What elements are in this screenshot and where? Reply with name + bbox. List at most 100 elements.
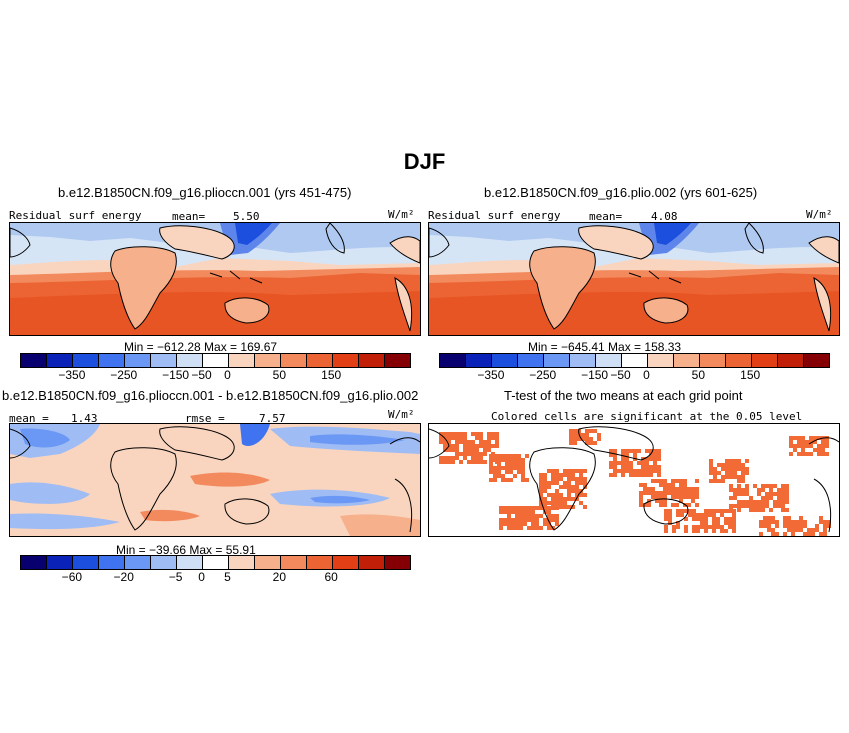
significant-cell xyxy=(567,485,571,489)
significant-cell xyxy=(451,444,455,448)
significant-cell xyxy=(672,525,676,529)
significant-cell xyxy=(503,522,507,526)
significant-cell xyxy=(579,493,583,497)
significant-cell xyxy=(499,526,503,530)
significant-cell xyxy=(617,461,621,465)
significant-cell xyxy=(589,429,593,433)
significant-cell xyxy=(517,458,521,462)
panel2-colorbar-swatch xyxy=(543,354,569,367)
significant-cell xyxy=(720,509,724,513)
significant-cell xyxy=(583,477,587,481)
significant-cell xyxy=(447,460,451,464)
significant-cell xyxy=(579,469,583,473)
significant-cell xyxy=(691,499,695,503)
significant-cell xyxy=(732,513,736,517)
significant-cell xyxy=(527,526,531,530)
significant-cell xyxy=(819,516,823,520)
significant-cell xyxy=(475,460,479,464)
significant-cell xyxy=(535,526,539,530)
significant-cell xyxy=(757,500,761,504)
panel2-colorbar-swatch xyxy=(699,354,725,367)
significant-cell xyxy=(551,481,555,485)
significant-cell xyxy=(479,436,483,440)
significant-cell xyxy=(447,448,451,452)
significant-cell xyxy=(511,522,515,526)
significant-cell xyxy=(517,454,521,458)
significant-cell xyxy=(653,469,657,473)
significant-cell xyxy=(704,513,708,517)
significant-cell xyxy=(563,481,567,485)
significant-cell xyxy=(696,525,700,529)
significant-cell xyxy=(680,509,684,513)
significant-cell xyxy=(515,526,519,530)
panel2-field-label: Residual surf energy xyxy=(428,209,561,222)
significant-cell xyxy=(825,444,829,448)
significant-cell xyxy=(571,473,575,477)
significant-cell xyxy=(827,524,831,528)
significant-cell xyxy=(663,503,667,507)
significant-cell xyxy=(475,436,479,440)
significant-cell xyxy=(675,503,679,507)
significant-cell xyxy=(807,532,811,536)
significant-cell xyxy=(797,452,801,456)
significant-cell xyxy=(563,469,567,473)
significant-cell xyxy=(799,528,803,532)
significant-cell xyxy=(555,522,559,526)
significant-cell xyxy=(559,497,563,501)
panel3-colorbar-swatch xyxy=(21,556,46,569)
significant-cell xyxy=(483,448,487,452)
panel1-colorbar-tick-label: −150 xyxy=(162,368,190,382)
significant-cell xyxy=(716,509,720,513)
significant-cell xyxy=(821,452,825,456)
significant-cell xyxy=(783,516,787,520)
significant-cell xyxy=(499,518,503,522)
significant-cell xyxy=(505,470,509,474)
significant-cell xyxy=(483,460,487,464)
significant-cell xyxy=(745,467,749,471)
significant-cell xyxy=(773,500,777,504)
significant-cell xyxy=(539,489,543,493)
significant-cell xyxy=(769,508,773,512)
significant-cell xyxy=(567,489,571,493)
significant-cell xyxy=(712,517,716,521)
significant-cell xyxy=(543,518,547,522)
significant-cell xyxy=(467,460,471,464)
significant-cell xyxy=(773,484,777,488)
significant-cell xyxy=(815,524,819,528)
significant-cell xyxy=(781,500,785,504)
significant-cell xyxy=(795,524,799,528)
significant-cell xyxy=(543,485,547,489)
significant-cell xyxy=(613,461,617,465)
significant-cell xyxy=(745,488,749,492)
significant-cell xyxy=(543,481,547,485)
significant-cell xyxy=(809,444,813,448)
significant-cell xyxy=(503,518,507,522)
panel1-colorbar-swatch xyxy=(98,354,124,367)
significant-cell xyxy=(797,444,801,448)
significant-cell xyxy=(659,499,663,503)
significant-cell xyxy=(803,520,807,524)
significant-cell xyxy=(709,471,713,475)
significant-cell xyxy=(551,501,555,505)
significant-cell xyxy=(651,495,655,499)
panel2-min-max: Min = −645.41 Max = 158.33 xyxy=(528,340,682,354)
significant-cell xyxy=(785,500,789,504)
significant-cell xyxy=(569,429,573,433)
significant-cell xyxy=(497,458,501,462)
significant-cell xyxy=(659,495,663,499)
significant-cell xyxy=(667,483,671,487)
significant-cell xyxy=(479,460,483,464)
panel1-colorbar-tick-label: 0 xyxy=(224,368,231,382)
significant-cell xyxy=(555,514,559,518)
significant-cell xyxy=(781,484,785,488)
significant-cell xyxy=(639,499,643,503)
significant-cell xyxy=(704,525,708,529)
significant-cell xyxy=(479,456,483,460)
panel2-colorbar-tick-label: 150 xyxy=(740,368,761,382)
significant-cell xyxy=(733,463,737,467)
significant-cell xyxy=(535,514,539,518)
significant-cell xyxy=(579,473,583,477)
significant-cell xyxy=(783,532,787,536)
significant-cell xyxy=(655,495,659,499)
panel1-colorbar-swatch xyxy=(202,354,228,367)
